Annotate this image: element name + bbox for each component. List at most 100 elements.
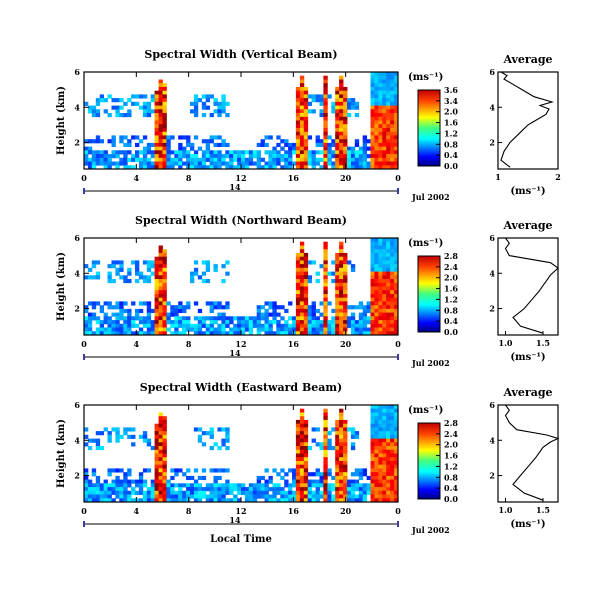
x-tick-label: 8 (186, 173, 192, 183)
date-label: Jul 2002 (411, 358, 450, 368)
x-tick-label: 12 (235, 506, 246, 516)
panel-2: Spectral Width (Northward Beam)0 4 8 12 16 20… (56, 214, 559, 368)
date-tick-label: 14 (229, 182, 241, 192)
y-tick-label: 2 (74, 471, 80, 481)
x-tick-label: 0 (395, 173, 401, 183)
average-profile-line (504, 404, 560, 501)
average-x-label: (ms⁻¹) (510, 186, 545, 197)
heatmap-cells (84, 405, 399, 503)
x-tick-label: 20 (340, 506, 352, 516)
colorbar (417, 255, 441, 333)
average-y-tick-label: 6 (489, 233, 495, 243)
colorbar (417, 422, 441, 500)
x-tick-label: 0 (395, 339, 401, 349)
panel-title: Spectral Width (Northward Beam) (135, 214, 347, 227)
colorbar-tick-label: 0.0 (444, 161, 458, 171)
y-tick-label: 4 (74, 102, 80, 112)
heatmap-cells (84, 238, 399, 336)
x-tick-label: 16 (288, 173, 300, 183)
average-y-tick-label: 4 (489, 268, 495, 278)
colorbar-tick-label: 1.6 (444, 284, 458, 294)
average-frame (497, 71, 559, 170)
x-tick-label: 12 (235, 339, 246, 349)
average-x-label: (ms⁻¹) (510, 352, 545, 363)
average-y-tick-label: 2 (489, 304, 495, 314)
colorbar-tick-label: 1.2 (444, 294, 458, 304)
x-axis-label: Local Time (210, 534, 272, 545)
y-tick-label: 6 (74, 67, 80, 77)
panel-3: Spectral Width (Eastward Beam)0 4 8 12 16 20 0… (56, 381, 560, 545)
date-label: Jul 2002 (411, 525, 450, 535)
y-tick-label: 6 (74, 400, 80, 410)
x-tick-label: 0 (81, 506, 87, 516)
panel-1: Spectral Width (Vertical Beam)0 4 8 12 16 20 0… (56, 48, 561, 202)
y-tick-label: 2 (74, 138, 80, 148)
colorbar-tick-label: 0.4 (444, 150, 458, 160)
y-tick-label: 4 (74, 268, 80, 278)
colorbar-tick-label: 2.4 (444, 429, 458, 439)
colorbar-tick-label: 2.4 (444, 262, 458, 272)
panel-title: Spectral Width (Eastward Beam) (140, 381, 342, 394)
average-y-tick-label: 2 (489, 471, 495, 481)
y-axis-label: Height (km) (56, 252, 67, 321)
average-x-tick-label: 2 (555, 172, 561, 182)
colorbar-tick-label: 1.2 (444, 461, 458, 471)
x-tick-label: 0 (81, 339, 87, 349)
average-x-tick-label: 1.0 (499, 338, 513, 348)
x-tick-label: 0 (81, 173, 87, 183)
colorbar-tick-label: 2.0 (444, 440, 458, 450)
x-tick-label: 4 (134, 506, 140, 516)
y-axis-label: Height (km) (56, 419, 67, 488)
colorbar-tick-label: 2.0 (444, 273, 458, 283)
colorbar-tick-label: 1.6 (444, 118, 458, 128)
y-tick-label: 4 (74, 435, 80, 445)
colorbar-tick-label: 0.0 (444, 327, 458, 337)
x-tick-label: 8 (186, 506, 192, 516)
average-x-tick-label: 1.5 (536, 505, 550, 515)
y-tick-label: 6 (74, 233, 80, 243)
average-profile-line (500, 71, 554, 168)
x-tick-label: 16 (288, 506, 300, 516)
colorbar-tick-label: 1.2 (444, 128, 458, 138)
colorbar-tick-label: 0.4 (444, 483, 458, 493)
date-tick-label: 14 (229, 515, 241, 525)
average-y-tick-label: 6 (489, 400, 495, 410)
colorbar-tick-label: 3.6 (444, 85, 458, 95)
average-title: Average (502, 53, 552, 66)
colorbar-tick-label: 0.8 (444, 139, 458, 149)
average-x-tick-label: 1 (495, 172, 501, 182)
colorbar-tick-label: 2.8 (444, 418, 458, 428)
colorbar-unit: (ms⁻¹) (408, 72, 443, 83)
x-tick-label: 4 (134, 339, 140, 349)
average-title: Average (502, 219, 552, 232)
average-title: Average (502, 386, 552, 399)
average-x-label: (ms⁻¹) (510, 519, 545, 530)
colorbar-tick-label: 0.8 (444, 472, 458, 482)
date-tick-label: 14 (229, 348, 241, 358)
y-tick-label: 2 (74, 304, 80, 314)
y-axis-label: Height (km) (56, 86, 67, 155)
colorbar-unit: (ms⁻¹) (408, 405, 443, 416)
average-y-tick-label: 4 (489, 435, 495, 445)
average-x-tick-label: 1.0 (499, 505, 513, 515)
x-tick-label: 20 (340, 339, 352, 349)
heatmap-cells (84, 72, 399, 170)
panel-title: Spectral Width (Vertical Beam) (144, 48, 337, 61)
average-y-tick-label: 2 (489, 138, 495, 148)
colorbar-tick-label: 0.8 (444, 305, 458, 315)
colorbar-tick-label: 2.0 (444, 107, 458, 117)
colorbar-unit: (ms⁻¹) (408, 238, 443, 249)
colorbar-tick-label: 0.4 (444, 316, 458, 326)
x-tick-label: 20 (340, 173, 352, 183)
colorbar-tick-label: 1.6 (444, 451, 458, 461)
average-profile-line (504, 237, 559, 334)
colorbar-tick-label: 2.8 (444, 251, 458, 261)
average-frame (497, 404, 559, 503)
x-tick-label: 4 (134, 173, 140, 183)
x-tick-label: 12 (235, 173, 246, 183)
x-tick-label: 16 (288, 339, 300, 349)
x-tick-label: 0 (395, 506, 401, 516)
colorbar-tick-label: 0.0 (444, 494, 458, 504)
average-frame (497, 237, 559, 336)
